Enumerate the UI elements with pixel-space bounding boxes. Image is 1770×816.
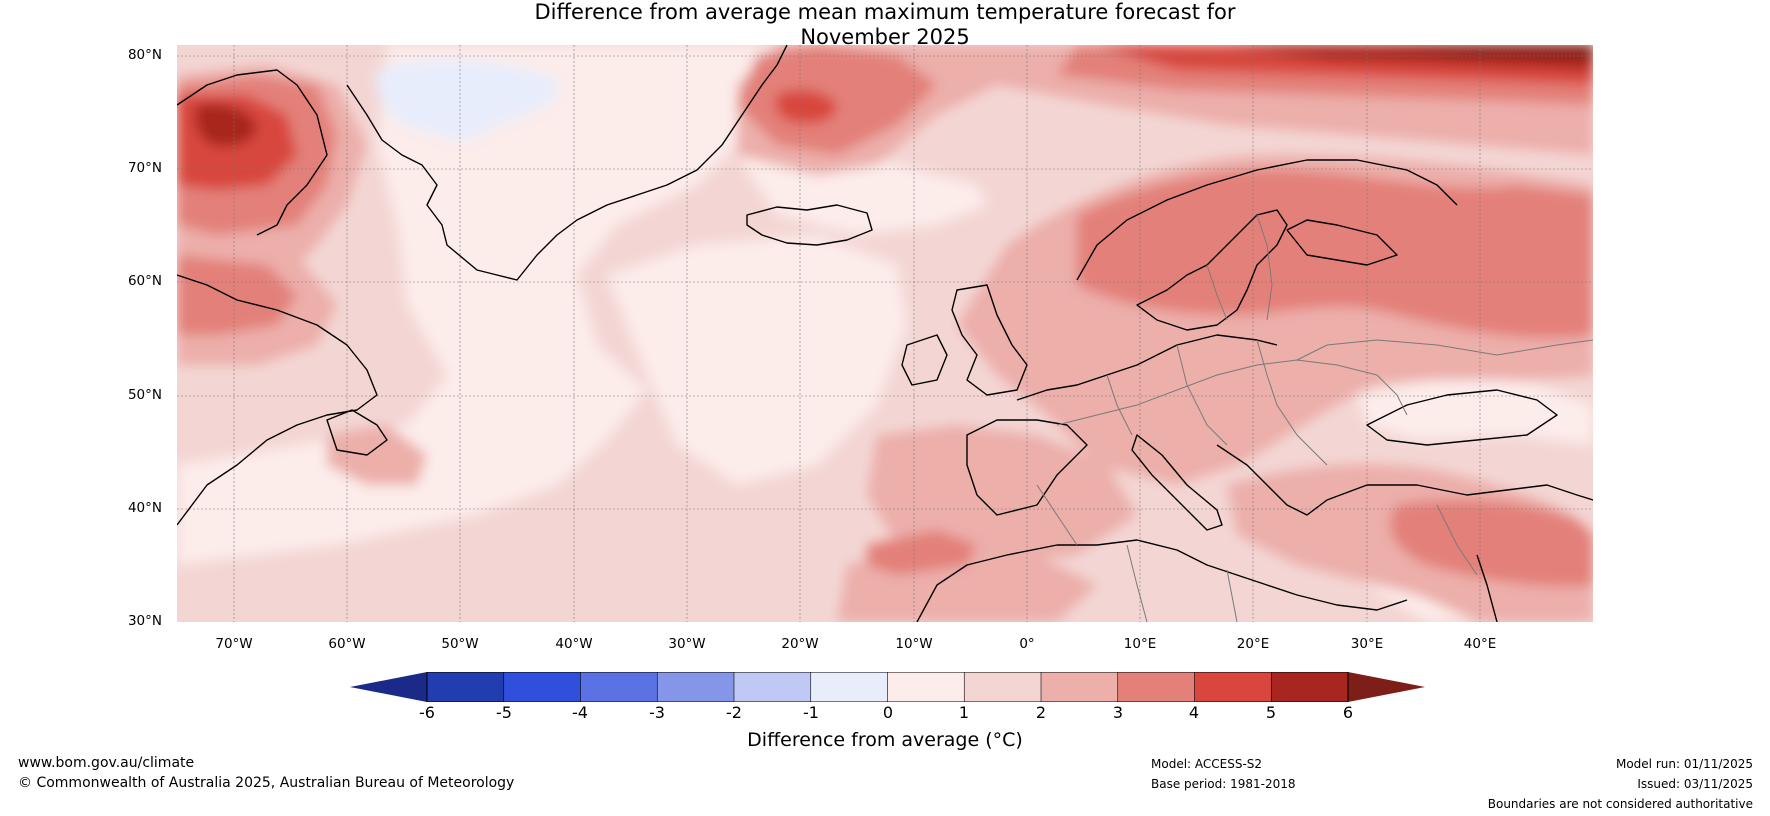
lon-label-30w: 30°W [668, 636, 706, 652]
coast-greenland [346, 45, 788, 281]
lon-label-10e: 10°E [1123, 636, 1157, 652]
coast-iberia [966, 419, 1088, 516]
contour-3-4-anatolia [1390, 500, 1593, 587]
coast-baffin [177, 69, 328, 236]
lon-label-30e: 30°E [1350, 636, 1384, 652]
colorbar-cell [964, 672, 1042, 702]
footer-copyright: © Commonwealth of Australia 2025, Austra… [18, 775, 515, 791]
lat-label-70n: 70°N [127, 160, 162, 176]
colorbar-tick-5: 5 [1265, 703, 1277, 722]
colorbar-tick-4: 4 [1188, 703, 1200, 722]
colorbar-cell [427, 672, 505, 702]
colorbar-cell [1271, 672, 1349, 702]
colorbar-cell [580, 672, 658, 702]
colorbar-cell [887, 672, 965, 702]
contour-above-6-arctic [1377, 45, 1593, 57]
colorbar-tick-1: 1 [958, 703, 970, 722]
lon-label-0: 0° [1019, 636, 1035, 652]
colorbar-cell [1041, 672, 1119, 702]
footer-model: Model: ACCESS-S2 [1151, 757, 1263, 771]
lon-label-40w: 40°W [555, 636, 593, 652]
colorbar-label: Difference from average (°C) [747, 729, 1023, 751]
chart-title: Difference from average mean maximum tem… [0, 0, 1770, 50]
colorbar-cell [1117, 672, 1195, 702]
coast-anatolia [1326, 484, 1593, 501]
lon-label-10w: 10°W [895, 636, 933, 652]
contour-3-4-greenland-sea [737, 45, 937, 155]
coast-sweden-baltic [1136, 209, 1288, 331]
contour-3-4-labrador [177, 255, 297, 335]
colorbar-tick-3: 3 [1112, 703, 1124, 722]
lon-label-40e: 40°E [1463, 636, 1497, 652]
contour-neg-greenland [376, 59, 559, 141]
lon-label-60w: 60°W [328, 636, 366, 652]
colorbar-under-arrow [350, 672, 427, 702]
colorbar-tick-minus6: -6 [419, 703, 435, 722]
lat-label-80n: 80°N [127, 47, 162, 63]
contour-0-1-midatlantic [607, 235, 907, 485]
colorbar-tick-minus4: -4 [572, 703, 588, 722]
colorbar-tick-minus5: -5 [496, 703, 512, 722]
colorbar-cell [503, 672, 581, 702]
coast-iceland [746, 204, 873, 246]
lat-label-30n: 30°N [127, 613, 162, 629]
contour-5-6-canada [195, 103, 257, 147]
coast-britain [951, 284, 1028, 396]
colorbar-tick-minus3: -3 [649, 703, 665, 722]
lon-label-20w: 20°W [781, 636, 819, 652]
colorbar-cell [1194, 672, 1272, 702]
colorbar-tick-2: 2 [1035, 703, 1047, 722]
coast-finland [1286, 219, 1398, 266]
contour-0-1-atlantic [177, 45, 817, 565]
lat-label-40n: 40°N [127, 500, 162, 516]
lat-label-50n: 50°N [127, 387, 162, 403]
coast-balkans [1216, 444, 1328, 516]
coast-newfoundland [326, 409, 388, 456]
footer-disclaimer: Boundaries are not considered authoritat… [1487, 797, 1753, 811]
lon-label-50w: 50°W [441, 636, 479, 652]
colorbar-tick-6: 6 [1342, 703, 1354, 722]
coast-ireland [901, 334, 948, 386]
footer-base-period: Base period: 1981-2018 [1151, 777, 1296, 791]
colorbar-tick-minus2: -2 [726, 703, 742, 722]
colorbar-tick-minus1: -1 [803, 703, 819, 722]
contour-2-3-newfoundland [327, 425, 427, 485]
contour-4-5-greenland-sea [775, 89, 837, 124]
colorbar-cell [657, 672, 735, 702]
coast-levant [1476, 554, 1498, 622]
lat-label-60n: 60°N [127, 273, 162, 289]
forecast-map [177, 45, 1593, 622]
coast-italy [1131, 434, 1223, 531]
footer-website: www.bom.gov.au/climate [18, 755, 195, 771]
lon-label-70w: 70°W [215, 636, 253, 652]
colorbar-cell [734, 672, 812, 702]
coast-norway [1076, 159, 1458, 281]
colorbar-over-arrow [1348, 672, 1425, 702]
title-line-1: Difference from average mean maximum tem… [534, 0, 1236, 24]
coast-continental-europe [1016, 334, 1278, 401]
contour-3-4-scandinavia [1077, 169, 1593, 338]
coast-north-africa [916, 539, 1408, 622]
contour-0-1-black-sea [1357, 375, 1593, 445]
coastlines [177, 45, 1593, 622]
borders [1036, 214, 1593, 622]
lon-label-20e: 20°E [1236, 636, 1270, 652]
contour-3-4-north-africa [867, 530, 977, 575]
footer-model-run: Model run: 01/11/2025 [1615, 757, 1753, 771]
coast-labrador [177, 274, 378, 526]
graticule [177, 45, 1593, 622]
footer-issued: Issued: 03/11/2025 [1637, 777, 1753, 791]
colorbar-tick-0: 0 [882, 703, 894, 722]
coast-black-sea [1366, 389, 1558, 446]
colorbar-cell [810, 672, 888, 702]
colorbar-outline [426, 672, 1349, 702]
colorbar [350, 672, 1425, 702]
contour-2-3-iberia [867, 425, 1137, 565]
